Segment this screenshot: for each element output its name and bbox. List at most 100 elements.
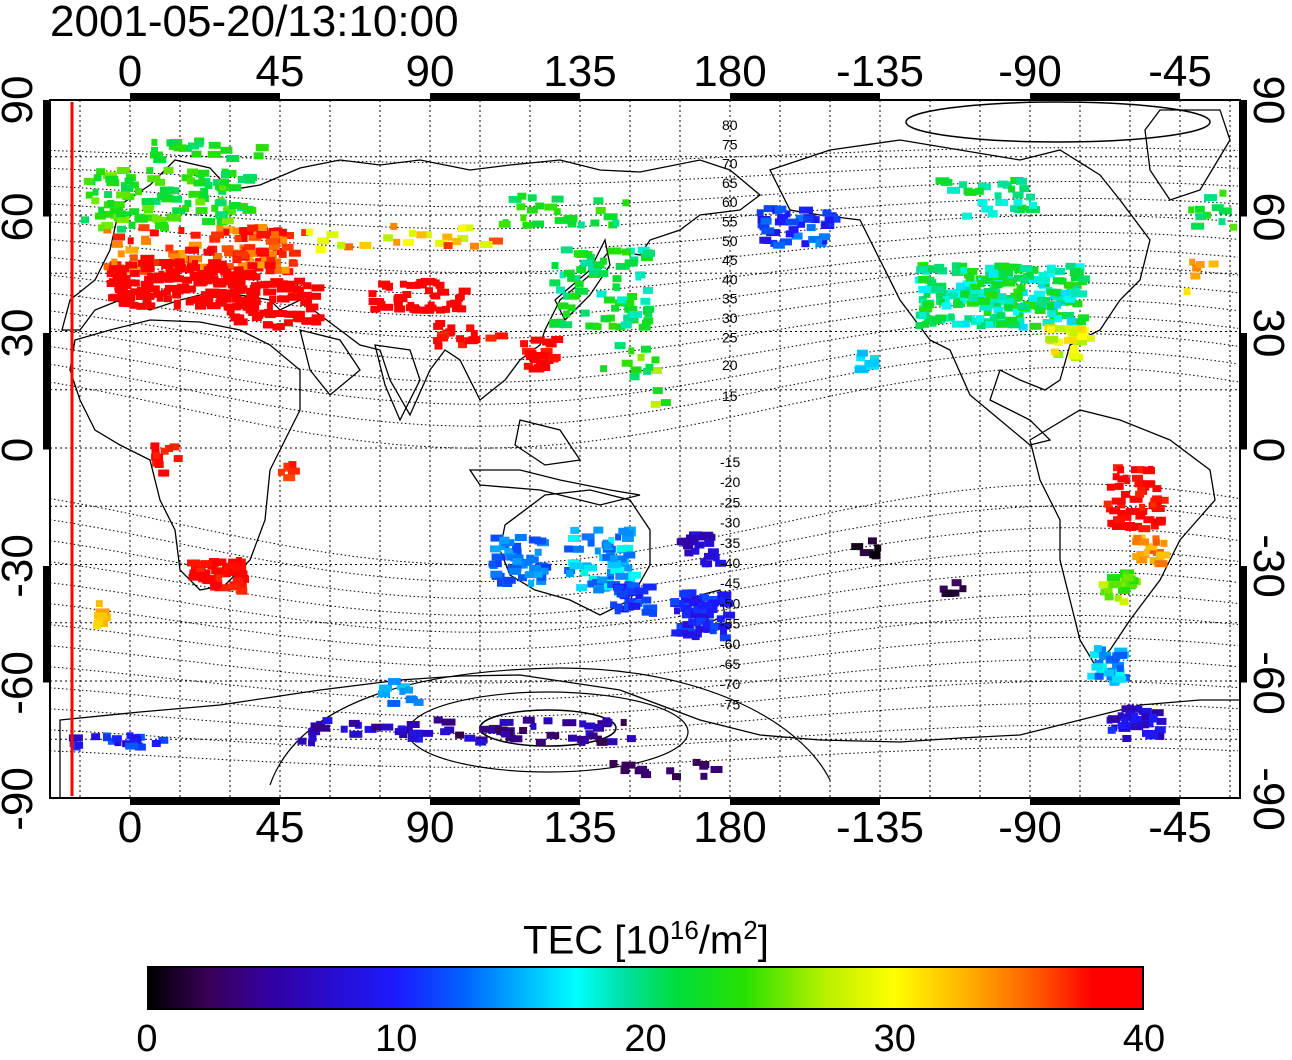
tec-cell: [458, 287, 471, 295]
tec-cell: [156, 192, 170, 200]
tec-cell: [1122, 735, 1132, 742]
tec-cell: [402, 239, 414, 247]
tec-cell: [874, 544, 882, 552]
tec-cell: [1134, 705, 1143, 713]
tec-cell: [205, 295, 212, 302]
lon-tick-label-top: 45: [255, 47, 305, 96]
tec-cell: [916, 266, 929, 274]
colorbar-label: TEC [1016/m2]: [523, 915, 769, 963]
tec-cell: [1055, 289, 1063, 297]
tec-cell: [440, 728, 451, 736]
tec-cell: [223, 263, 234, 271]
tec-cell: [626, 735, 636, 743]
tec-cell: [535, 738, 546, 746]
map-frame: [43, 93, 1247, 805]
tec-cell: [568, 274, 575, 282]
tec-cell: [402, 726, 413, 734]
tec-cell: [226, 308, 235, 316]
tec-cell: [1134, 507, 1148, 515]
tec-cell: [928, 265, 939, 273]
tec-cell: [961, 320, 970, 328]
tec-cell: [393, 299, 403, 307]
tec-cell: [479, 725, 491, 733]
tec-cell: [1211, 204, 1224, 212]
tec-cell: [349, 730, 363, 738]
tec-cell: [340, 725, 348, 733]
tec-cell: [960, 290, 971, 298]
tec-cell: [997, 293, 1007, 301]
tec-cell: [923, 300, 931, 308]
tec-cell: [436, 306, 445, 314]
tec-cell: [614, 342, 626, 350]
tec-cell: [119, 299, 132, 307]
tec-cell: [308, 734, 317, 742]
axis-bar: [130, 93, 280, 100]
tec-cell: [941, 302, 952, 310]
tec-cell: [282, 280, 296, 288]
tec-cell: [1010, 292, 1021, 300]
tec-cell: [522, 716, 535, 724]
tec-cell: [600, 315, 610, 323]
tec-cell: [564, 545, 574, 553]
tec-cell: [464, 734, 476, 742]
tec-cell: [437, 288, 450, 296]
tec-cell: [593, 261, 605, 269]
tec-cell: [602, 718, 613, 726]
tec-cell: [228, 202, 241, 209]
tec-cell: [280, 236, 288, 244]
tec-cell: [196, 140, 204, 148]
tec-cell: [271, 231, 283, 239]
tec-cell: [1107, 726, 1116, 734]
tec-cell: [1079, 290, 1088, 298]
tec-cell: [195, 302, 206, 310]
tec-cell: [140, 280, 154, 288]
tec-cell: [232, 564, 246, 572]
tec-cell: [993, 306, 1004, 314]
tec-cell: [256, 231, 271, 239]
tec-cell: [670, 598, 680, 606]
tec-cell: [610, 601, 618, 609]
tec-cell: [191, 150, 202, 158]
tec-cell: [962, 286, 972, 294]
tec-cell: [570, 526, 580, 534]
tec-cell: [643, 249, 655, 257]
tec-cell: [915, 322, 924, 330]
tec-cell: [423, 278, 437, 286]
tec-cell: [707, 548, 719, 556]
tec-cell: [922, 320, 929, 328]
tec-cell: [983, 309, 992, 316]
tec-cell: [522, 221, 533, 229]
axis-bar: [430, 798, 580, 805]
axis-bar: [43, 100, 50, 217]
tec-cell: [311, 292, 322, 300]
tec-cell: [574, 287, 588, 295]
tec-cell: [1026, 266, 1039, 274]
tec-cell: [1055, 325, 1068, 333]
tec-cell: [574, 280, 584, 288]
tec-cell: [371, 723, 382, 731]
tec-cell: [488, 560, 496, 568]
tec-cell: [1106, 483, 1115, 491]
tec-cell: [241, 246, 250, 254]
tec-cell: [232, 256, 242, 264]
tec-cell: [208, 259, 222, 267]
mlat-label: -45: [720, 575, 740, 591]
tec-data-cells: [68, 137, 1237, 781]
tec-cell: [587, 580, 595, 588]
mlat-contour: [49, 549, 1239, 616]
tec-cell: [370, 305, 380, 313]
tec-cell: [178, 227, 185, 234]
tec-cell: [1035, 298, 1047, 306]
tec-cell: [1108, 581, 1122, 589]
tec-cell: [1099, 652, 1108, 660]
tec-cell: [106, 280, 117, 287]
tec-cell: [1152, 485, 1162, 493]
tec-cell: [244, 244, 256, 252]
tec-cell: [815, 238, 822, 246]
axis-bar: [130, 798, 280, 805]
tec-cell: [222, 274, 236, 282]
tec-cell: [1154, 726, 1166, 734]
tec-cell: [1103, 587, 1112, 595]
tec-cell: [698, 602, 713, 610]
tec-cell: [219, 278, 233, 286]
